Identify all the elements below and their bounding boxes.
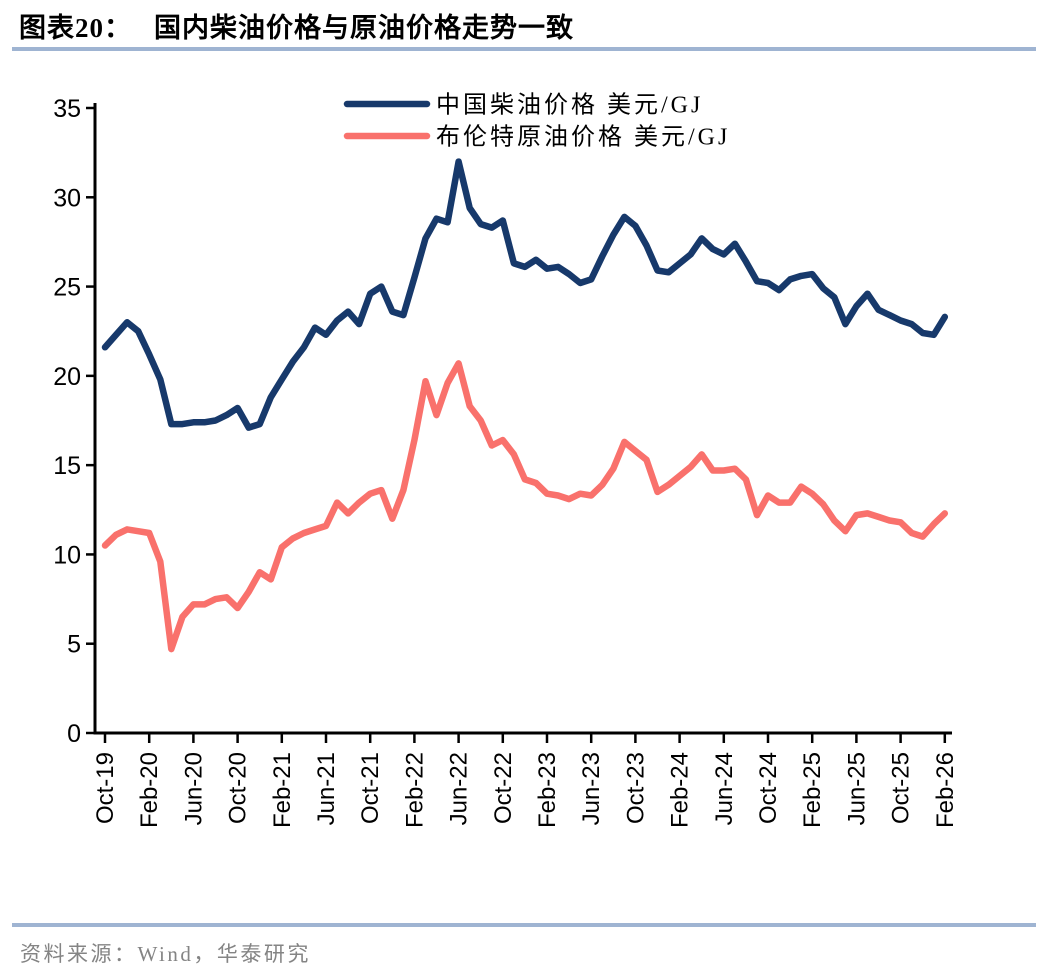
x-axis-tick-label: Oct-23 — [622, 752, 649, 824]
x-axis-tick-label: Jun-20 — [180, 752, 207, 825]
x-axis-tick-label: Oct-25 — [888, 752, 915, 824]
figure-number-label: 图表20： — [19, 13, 132, 43]
x-axis-tick-label: Oct-20 — [225, 752, 252, 824]
x-axis-tick-label: Feb-24 — [667, 752, 694, 828]
x-axis-tick-label: Jun-21 — [313, 752, 340, 825]
figure-title: 国内柴油价格与原油价格走势一致 — [154, 13, 574, 43]
footer-divider — [12, 923, 1036, 927]
x-axis-tick-label: Oct-22 — [490, 752, 517, 824]
y-axis-tick-label: 5 — [67, 631, 81, 659]
x-axis-tick-label: Oct-19 — [92, 752, 119, 824]
y-axis-tick-label: 0 — [67, 720, 81, 748]
y-axis-tick-label: 20 — [53, 363, 81, 391]
y-axis-tick-label: 30 — [53, 184, 81, 212]
source-note: 资料来源：Wind，华泰研究 — [20, 942, 311, 966]
legend-label: 布伦特原油价格 美元/GJ — [436, 124, 730, 151]
series-line-china-diesel — [101, 158, 949, 431]
x-axis-tick-label: Oct-21 — [357, 752, 384, 824]
x-axis-tick-label: Jun-25 — [843, 752, 870, 825]
x-axis-tick-label: Jun-23 — [578, 752, 605, 825]
y-axis-tick-label: 10 — [53, 541, 81, 569]
x-axis-tick-label: Feb-20 — [136, 752, 163, 828]
x-axis-tick-label: Feb-25 — [799, 752, 826, 828]
x-axis-tick-label: Feb-21 — [269, 752, 296, 828]
y-axis-tick-label: 25 — [53, 274, 81, 302]
figure-header: 图表20： 国内柴油价格与原油价格走势一致 — [19, 6, 574, 45]
y-axis-tick-label: 15 — [53, 452, 81, 480]
x-axis-tick-label: Feb-22 — [401, 752, 428, 828]
legend-label: 中国柴油价格 美元/GJ — [436, 92, 703, 119]
x-axis-tick-label: Jun-24 — [711, 752, 738, 825]
x-axis-tick-label: Feb-23 — [534, 752, 561, 828]
y-axis-tick-label: 35 — [53, 95, 81, 123]
x-axis-tick-label: Jun-22 — [446, 752, 473, 825]
x-axis-tick-label: Oct-24 — [755, 752, 782, 824]
header-divider — [12, 47, 1036, 51]
x-axis-tick-label: Feb-26 — [932, 752, 959, 828]
series-line-brent-crude — [101, 360, 949, 653]
